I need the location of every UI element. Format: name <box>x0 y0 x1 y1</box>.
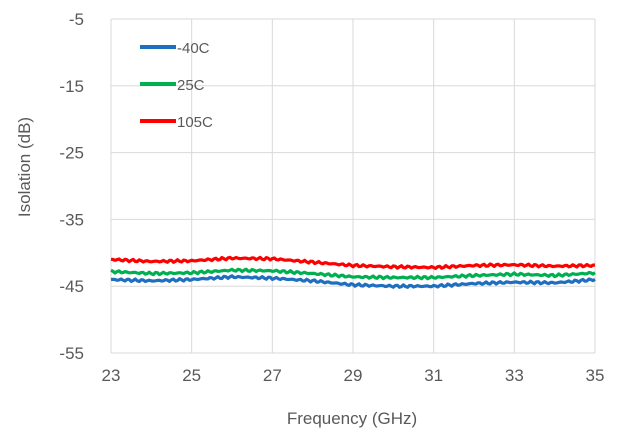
x-tick-label: 29 <box>344 366 363 385</box>
x-tick-label: 33 <box>505 366 524 385</box>
y-tick-label: -5 <box>69 10 84 29</box>
series-line--40C <box>110 274 596 289</box>
y-tick-label: -45 <box>59 277 84 296</box>
x-tick-label: 27 <box>263 366 282 385</box>
y-tick-label: -35 <box>59 210 84 229</box>
legend: -40C 25C 105C <box>140 40 213 131</box>
legend-label: 25C <box>177 77 205 94</box>
series-line-25C <box>110 267 596 281</box>
y-tick-label: -55 <box>59 344 84 363</box>
series-line-105C <box>110 255 596 270</box>
x-axis-title: Frequency (GHz) <box>287 409 417 428</box>
y-tick-label: -25 <box>59 144 84 163</box>
x-axis-ticks: 23 25 27 29 31 33 35 <box>102 366 605 385</box>
x-tick-label: 23 <box>102 366 121 385</box>
grid-lines <box>110 18 596 354</box>
legend-label: -40C <box>177 40 210 57</box>
y-tick-label: -15 <box>59 77 84 96</box>
x-tick-label: 31 <box>424 366 443 385</box>
y-axis-title: Isolation (dB) <box>15 117 34 217</box>
y-axis-ticks: -5 -15 -25 -35 -45 -55 <box>59 10 84 363</box>
x-tick-label: 35 <box>586 366 605 385</box>
legend-label: 105C <box>177 114 213 131</box>
x-tick-label: 25 <box>182 366 201 385</box>
series-lines <box>110 255 596 289</box>
